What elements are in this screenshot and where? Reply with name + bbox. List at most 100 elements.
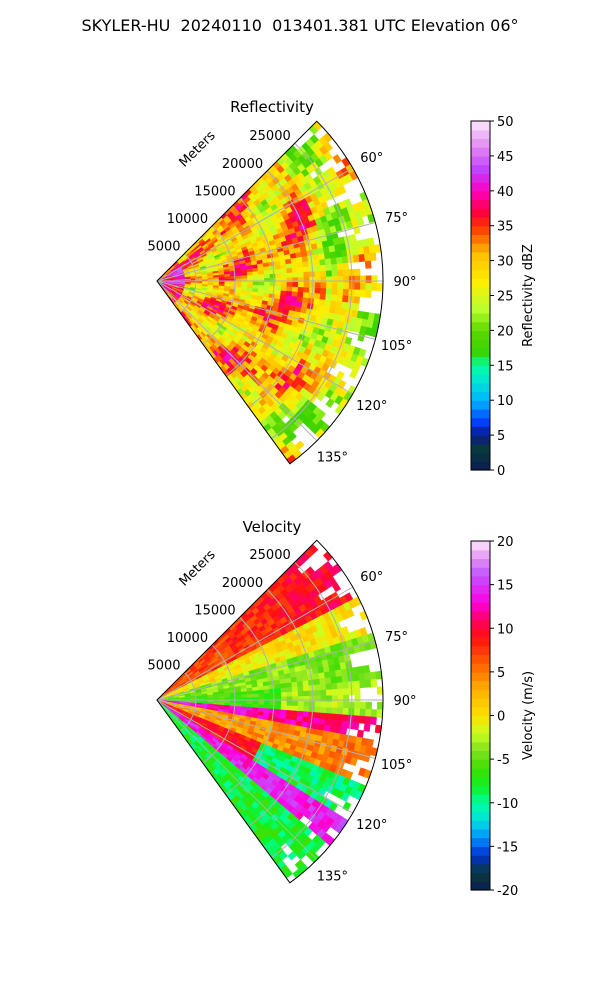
colorbar-tick-label: 15	[497, 579, 514, 594]
colorbar-segment	[471, 584, 490, 594]
colorbar-segment	[471, 732, 490, 743]
data-cell	[325, 707, 333, 714]
data-cell	[264, 696, 271, 702]
data-cell	[358, 715, 366, 724]
sector-frame	[156, 539, 384, 884]
data-cell	[252, 693, 259, 698]
data-cell	[285, 709, 293, 716]
colorbar-segment	[471, 776, 490, 786]
grid-spoke	[156, 699, 353, 814]
data-cell	[301, 255, 309, 263]
colorbar: 0 5 10 15 20 25 30 35 40 45 50 Reflectivity dBZ	[470, 115, 536, 479]
data-cell	[376, 701, 384, 711]
colorbar-tick-label: -20	[497, 884, 518, 899]
data-cell	[235, 694, 242, 699]
colorbar-segment	[471, 794, 490, 804]
colorbar-tick-label: -15	[497, 840, 518, 855]
data-cell	[284, 258, 292, 265]
colorbar-segment	[471, 199, 490, 209]
data-cell	[376, 709, 384, 718]
colorbar-tick-label: 0	[497, 710, 505, 725]
data-cell	[280, 272, 288, 279]
data-cell	[291, 681, 298, 688]
colorbar-segment	[471, 654, 490, 664]
data-cell	[342, 262, 350, 271]
data-cell	[320, 282, 327, 289]
data-cell	[330, 294, 338, 302]
data-cell	[343, 694, 350, 702]
data-cell	[320, 695, 327, 702]
colorbar-label: Reflectivity dBZ	[521, 244, 536, 347]
grid-ring	[179, 253, 197, 313]
colorbar-segment	[471, 593, 490, 603]
data-cell	[336, 713, 344, 722]
data-cell	[302, 716, 309, 723]
colorbar-segment	[471, 558, 490, 568]
colorbar-segment	[471, 251, 490, 262]
data-cell	[354, 687, 361, 696]
data-cell	[297, 291, 304, 298]
data-cell	[331, 263, 338, 271]
data-cell	[352, 722, 360, 731]
colorbar-segment	[471, 750, 490, 760]
data-cell	[325, 689, 333, 696]
colorbar-segment	[471, 602, 490, 612]
data-cell	[291, 286, 299, 293]
data-cell	[365, 275, 372, 284]
data-cell	[341, 675, 349, 683]
data-cell	[319, 264, 327, 272]
colorbar-segment	[471, 347, 490, 358]
data-cell	[320, 689, 327, 697]
colorbar-label: Velocity (m/s)	[521, 671, 536, 760]
data-cell	[336, 256, 343, 265]
colorbar-segment	[471, 260, 490, 270]
data-cell	[331, 582, 342, 593]
data-cell	[318, 672, 326, 680]
data-cell	[280, 264, 287, 270]
data-cell	[309, 276, 316, 283]
data-cell	[246, 690, 254, 695]
radial-tick-label: 5000	[147, 658, 180, 673]
data-cell	[290, 257, 298, 264]
data-cell	[275, 285, 282, 292]
data-cell	[303, 276, 310, 283]
data-cell	[274, 683, 281, 690]
data-cell	[303, 690, 310, 697]
colorbar-segment	[471, 846, 490, 856]
grid-spoke	[156, 699, 318, 861]
data-cell	[263, 689, 271, 694]
data-cell	[349, 757, 358, 767]
colorbar-segment	[471, 278, 490, 288]
data-cell	[341, 720, 349, 729]
grid-spoke	[156, 641, 376, 701]
colorbar-segment	[471, 339, 490, 349]
colorbar-tick-label: 5	[497, 429, 505, 444]
colorbar-tick-label: 15	[497, 359, 514, 374]
data-cell	[319, 258, 326, 266]
data-cell	[320, 701, 327, 708]
data-cell	[314, 701, 322, 708]
data-cell	[360, 275, 367, 284]
data-cell	[263, 281, 271, 287]
data-cell	[297, 685, 304, 692]
data-cell	[296, 675, 303, 683]
data-cell	[324, 258, 332, 266]
colorbar-tick-label: 20	[497, 324, 514, 339]
data-cell	[367, 237, 375, 247]
colorbar-segment	[471, 452, 490, 462]
data-cell	[281, 696, 288, 702]
data-cell	[292, 282, 299, 288]
data-cell	[313, 717, 321, 725]
data-cell	[269, 269, 276, 275]
colorbar-segment	[471, 443, 490, 454]
colorbar-segment	[471, 426, 490, 436]
data-cell	[285, 290, 293, 297]
data-cell	[297, 701, 305, 707]
data-cell	[343, 282, 350, 290]
data-cell	[342, 714, 349, 722]
data-cell	[263, 693, 271, 698]
colorbar-segment	[471, 382, 490, 393]
data-cell	[290, 676, 298, 683]
data-cell	[349, 369, 359, 379]
